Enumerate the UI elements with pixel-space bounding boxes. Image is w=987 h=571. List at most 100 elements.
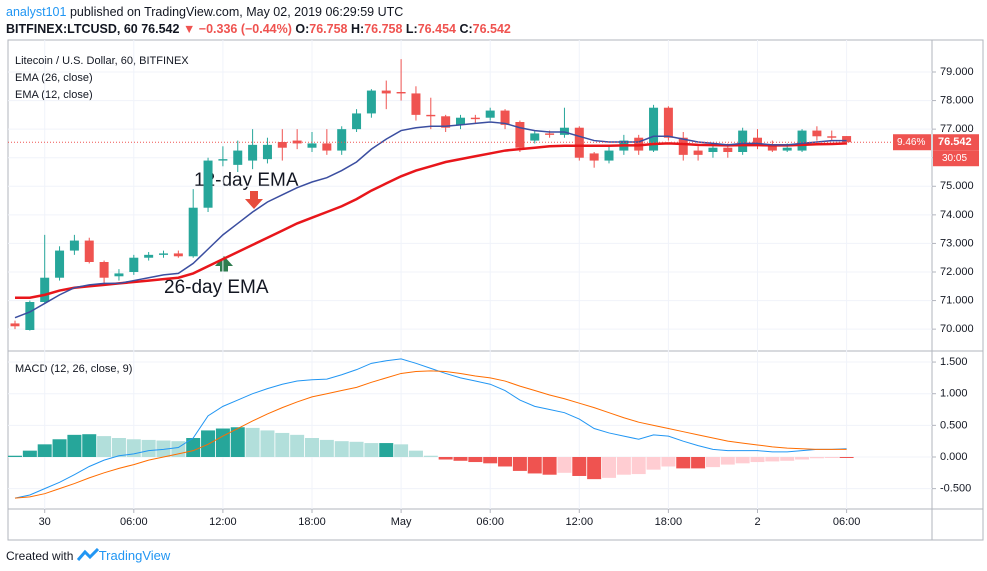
histogram-bar [765, 456, 780, 462]
candle-body [396, 92, 406, 94]
histogram-bar [111, 438, 126, 457]
price-box [893, 134, 931, 151]
y-tick-label: 75.000 [940, 180, 974, 192]
histogram-bar [572, 456, 587, 476]
histogram-bar [824, 456, 839, 458]
histogram-bar [780, 456, 795, 461]
candle-body [262, 144, 272, 160]
candle-body [782, 147, 792, 151]
histogram-bar [349, 441, 364, 457]
histogram-bar [52, 439, 67, 457]
histogram-bar [290, 434, 305, 457]
candle-body [233, 150, 243, 165]
histogram-bar [305, 438, 319, 457]
x-tick-label: 18:00 [655, 516, 683, 528]
histogram-bar [691, 456, 706, 469]
x-tick-label: 18:00 [298, 516, 326, 528]
ohlc-value: 76.454 [417, 22, 456, 36]
candle-body [812, 130, 822, 137]
histogram-bar [319, 439, 334, 457]
macd-title: MACD (12, 26, close, 9) [15, 363, 132, 375]
legend-title: Litecoin / U.S. Dollar, 60, BITFINEX [15, 55, 189, 67]
histogram-bar [260, 430, 275, 457]
y-tick-label: 78.000 [940, 94, 974, 106]
published: published on TradingView.com, May 02, 20… [69, 5, 404, 19]
histogram-bar [512, 456, 527, 471]
histogram-bar [750, 456, 765, 463]
candle-body [337, 129, 347, 151]
x-tick-label: 2 [754, 516, 760, 528]
x-tick-label: May [391, 516, 412, 528]
y-tick-label: 70.000 [940, 323, 974, 335]
candle-body [649, 107, 659, 151]
candle-body [574, 127, 584, 158]
candle-body [545, 133, 555, 135]
histogram-bar [616, 456, 631, 475]
macd-line [14, 370, 847, 499]
candle-body [203, 160, 213, 208]
histogram-bar [245, 427, 260, 457]
candle-body [441, 116, 451, 128]
x-tick-label: 30 [39, 516, 51, 528]
header-line: analyst101 published on TradingView.com,… [6, 5, 403, 19]
candle-body [515, 122, 525, 148]
logo [76, 547, 99, 561]
histogram-bar [646, 456, 661, 470]
candle-body [723, 147, 733, 152]
histogram-bar [809, 456, 824, 459]
candle-body [40, 277, 50, 302]
arrow-up [215, 256, 233, 272]
histogram-bar [22, 450, 37, 457]
candle-body [604, 150, 614, 161]
candle-body [159, 253, 168, 255]
change-label: 9.46% [897, 137, 925, 148]
symbol-line: BITFINEX:LTCUSD, 60 76.542 ▼ −0.336 (−0.… [6, 22, 511, 36]
histogram-bar [230, 427, 245, 457]
candle-body [144, 254, 154, 258]
annotation: 26-day EMA [164, 277, 269, 298]
candle-body [753, 137, 762, 145]
histogram-bar [186, 438, 201, 457]
legend-entry: EMA (26, close) [15, 72, 93, 84]
x-tick-label: 06:00 [120, 516, 148, 528]
candle-body [322, 143, 332, 151]
histogram-bar [215, 428, 230, 457]
candle-body [114, 273, 124, 277]
brand: TradingView [98, 548, 171, 563]
candle-body [485, 110, 495, 118]
price-box [933, 150, 979, 167]
candle-body [69, 240, 79, 251]
candle-body [366, 90, 376, 114]
histogram-bar [468, 456, 483, 463]
histogram-bar [557, 456, 572, 473]
histogram-bar [97, 436, 112, 457]
histogram-bar [408, 450, 423, 457]
symbol: BITFINEX:LTCUSD, 60 [6, 22, 138, 36]
footer: Created with TradingView [6, 546, 170, 563]
candle-body [129, 257, 139, 272]
x-tick-label: 06:00 [476, 516, 504, 528]
candle-body [307, 143, 317, 148]
candle-body [381, 90, 391, 94]
histogram-bar [8, 455, 22, 457]
candle-body [500, 110, 510, 125]
candle-body [99, 262, 109, 278]
histogram-bar [735, 456, 750, 464]
histogram-bar [394, 444, 409, 457]
candle-body [188, 207, 198, 257]
histogram-bar [126, 439, 141, 457]
x-tick-label: 06:00 [833, 516, 861, 528]
candle-body [827, 136, 837, 138]
candle-body [426, 114, 436, 117]
candle-body [456, 117, 465, 125]
arrow-down [245, 191, 263, 209]
histogram-bar [334, 441, 349, 457]
candle-body [84, 240, 94, 262]
candle-body [55, 250, 65, 278]
x-tick-label: 12:00 [566, 516, 594, 528]
ohlc-value: 76.758 [364, 22, 403, 36]
histogram-bar [453, 456, 468, 461]
ema-line [15, 142, 847, 299]
ohlc-key: H: [351, 22, 365, 36]
